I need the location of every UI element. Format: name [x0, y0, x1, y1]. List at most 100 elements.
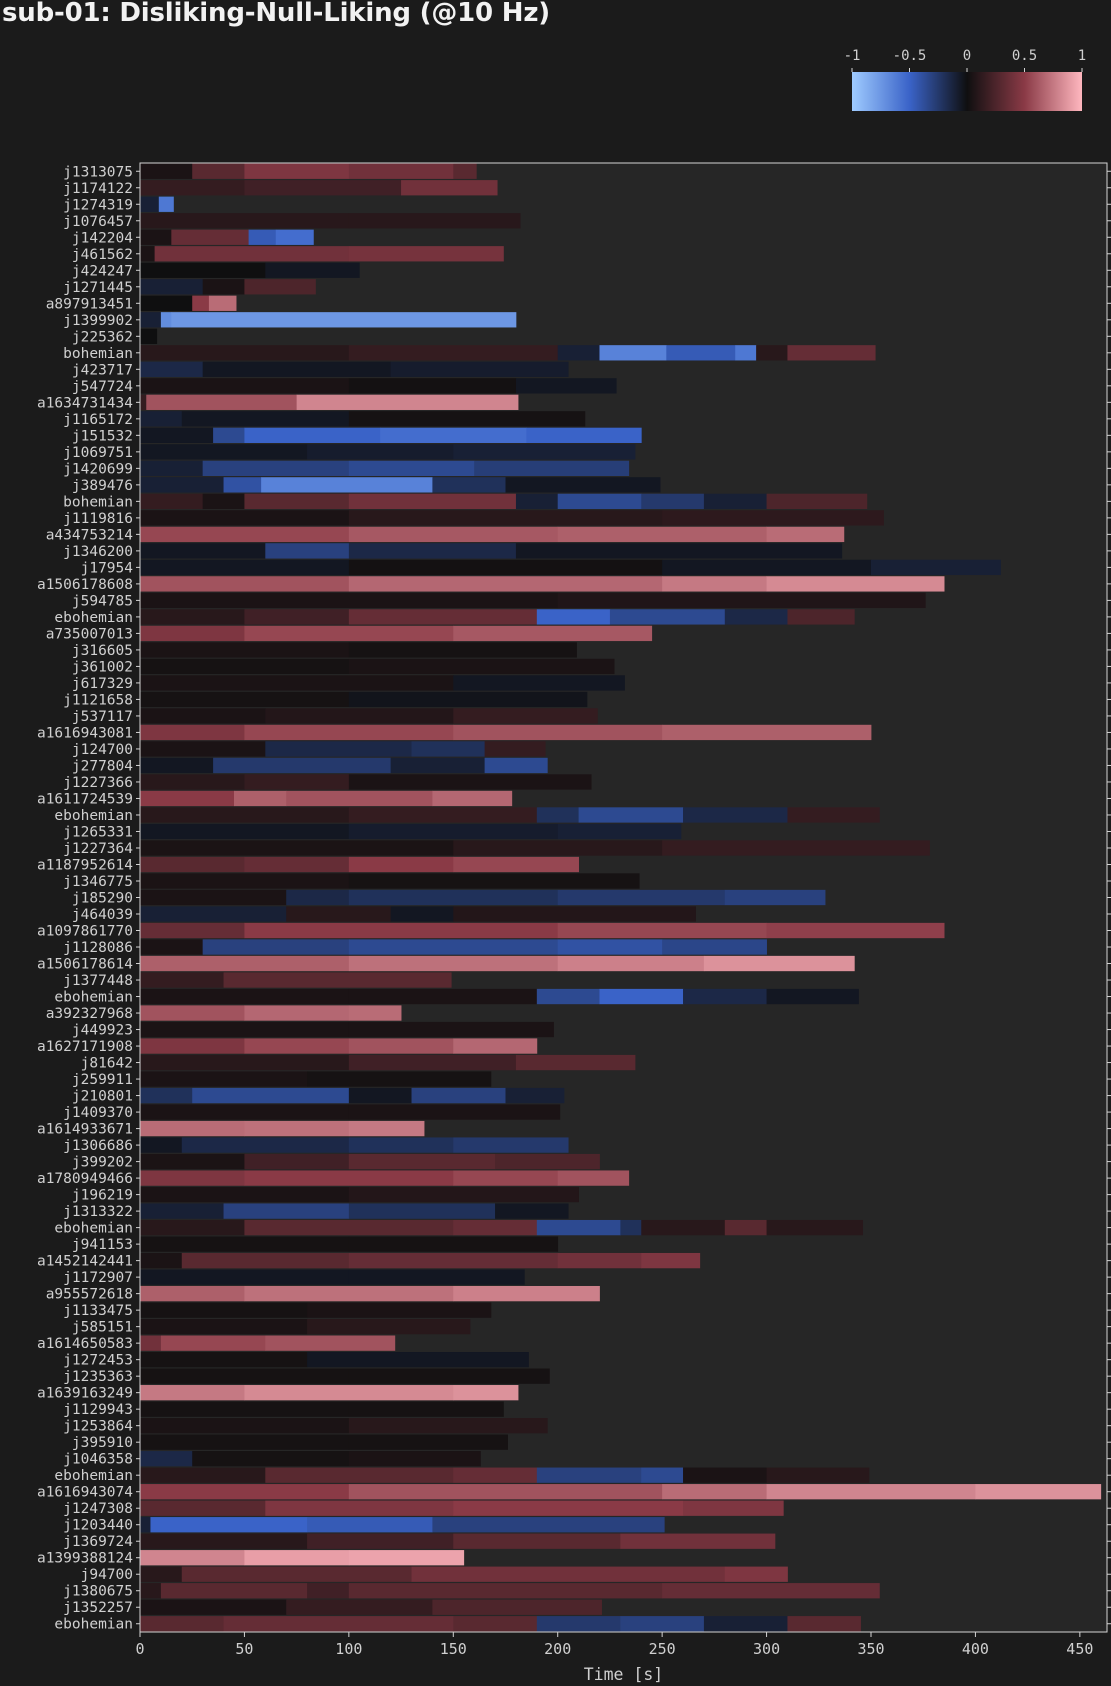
heatmap-cell	[505, 1087, 565, 1104]
heatmap-cell	[641, 1219, 726, 1236]
heatmap-cell	[140, 1203, 224, 1219]
y-tick-label: a1097861770	[37, 924, 133, 940]
heatmap-cell	[307, 1071, 492, 1087]
y-tick-label: j941153	[72, 1237, 133, 1253]
heatmap-cell	[348, 774, 592, 790]
heatmap-cell	[265, 1467, 454, 1483]
heatmap-cell	[140, 526, 350, 543]
y-tick-label: j1235363	[63, 1369, 133, 1385]
heatmap-cell	[536, 609, 611, 625]
heatmap-cell	[515, 493, 559, 510]
heatmap-cell	[348, 1236, 559, 1252]
heatmap-cell	[275, 229, 314, 245]
y-tick-label: a1452142441	[37, 1254, 133, 1270]
heatmap-cell	[146, 394, 298, 410]
heatmap-cell	[662, 840, 930, 856]
heatmap-cell	[557, 939, 663, 955]
x-tick-label: 350	[857, 1640, 884, 1658]
heatmap-cell	[735, 345, 757, 361]
heatmap-cell	[192, 1087, 350, 1104]
y-tick-label: j547724	[72, 379, 133, 395]
x-tick-label: 200	[544, 1640, 571, 1658]
heatmap-cell	[348, 1484, 663, 1500]
y-tick-label: j1265331	[63, 824, 133, 840]
y-tick-label: j1076457	[63, 214, 133, 230]
heatmap-cell	[662, 939, 767, 955]
heatmap-cell	[244, 922, 559, 939]
y-tick-label: j1121658	[63, 692, 133, 708]
heatmap-cell	[244, 180, 402, 196]
heatmap-cell	[348, 163, 454, 179]
heatmap-cell	[348, 972, 452, 988]
heatmap-cell	[140, 345, 350, 361]
y-tick-label: j1203440	[63, 1518, 133, 1534]
heatmap-cell	[348, 345, 559, 361]
heatmap-cell	[453, 1285, 600, 1302]
heatmap-cell	[192, 1451, 350, 1467]
heatmap-cell	[766, 576, 945, 592]
y-tick-label: a735007013	[46, 626, 133, 642]
heatmap-cell	[140, 1005, 245, 1021]
heatmap-cell	[140, 1583, 162, 1599]
heatmap-cell	[181, 411, 350, 427]
heatmap-cell	[975, 1484, 1102, 1500]
heatmap-cell	[140, 1302, 308, 1318]
heatmap-cell	[140, 609, 245, 625]
heatmap-cell	[140, 1186, 350, 1203]
heatmap-cell	[484, 757, 548, 774]
heatmap-cell	[307, 1517, 433, 1533]
heatmap-cell	[536, 1467, 642, 1483]
heatmap-cell	[213, 427, 245, 443]
y-tick-label: j1420699	[63, 461, 133, 477]
heatmap-cell	[140, 1236, 350, 1252]
y-tick-label: j1313322	[63, 1204, 133, 1220]
heatmap-cell	[244, 609, 350, 625]
y-tick-label: j1274319	[63, 197, 133, 213]
y-tick-label: j94700	[81, 1567, 133, 1583]
heatmap-cell	[140, 394, 147, 410]
heatmap-cell	[140, 576, 350, 592]
y-tick-label: ebohemian	[54, 808, 133, 824]
heatmap-cell	[140, 196, 160, 212]
heatmap-cell	[307, 1533, 454, 1549]
y-tick-label: j277804	[72, 758, 133, 774]
heatmap-cell	[348, 658, 615, 675]
x-tick-label: 400	[962, 1640, 989, 1658]
heatmap-cell	[265, 741, 412, 757]
heatmap-cell	[140, 477, 224, 493]
heatmap-cell	[787, 609, 855, 625]
heatmap-cell	[348, 1451, 481, 1467]
heatmap-cell	[140, 1120, 245, 1137]
heatmap-cell	[526, 427, 642, 443]
heatmap-cell	[390, 906, 454, 922]
y-tick-label: ebohemian	[54, 1617, 133, 1633]
heatmap-cell	[244, 279, 316, 295]
heatmap-cell	[154, 246, 350, 262]
y-tick-label: a1187952614	[37, 857, 133, 873]
y-tick-label: j1172907	[63, 1270, 133, 1286]
heatmap-cell	[453, 1467, 538, 1483]
x-tick-label: 150	[440, 1640, 467, 1658]
heatmap-cell	[380, 427, 527, 443]
heatmap-cell	[683, 1500, 784, 1516]
heatmap-cell	[348, 493, 517, 510]
heatmap-cell	[248, 229, 277, 245]
heatmap-cell	[244, 1153, 350, 1170]
y-tick-label: a1614650583	[37, 1336, 133, 1352]
y-tick-label: j395910	[72, 1435, 133, 1451]
heatmap-cell	[348, 1087, 412, 1104]
heatmap-cell	[453, 1385, 519, 1401]
y-tick-label: j464039	[72, 907, 133, 923]
heatmap-cell	[453, 1616, 538, 1632]
heatmap-cell	[453, 444, 636, 460]
y-tick-label: j449923	[72, 1023, 133, 1039]
y-tick-label: j1165172	[63, 412, 133, 428]
heatmap-cell	[348, 510, 663, 526]
heatmap-cell	[453, 675, 625, 691]
heatmap-cell	[265, 1335, 396, 1351]
y-tick-label: j1306686	[63, 1138, 133, 1154]
heatmap-cell	[599, 345, 667, 361]
heatmap-cell	[662, 510, 884, 526]
heatmap-cell	[244, 1005, 350, 1021]
y-tick-label: j1377448	[63, 973, 133, 989]
